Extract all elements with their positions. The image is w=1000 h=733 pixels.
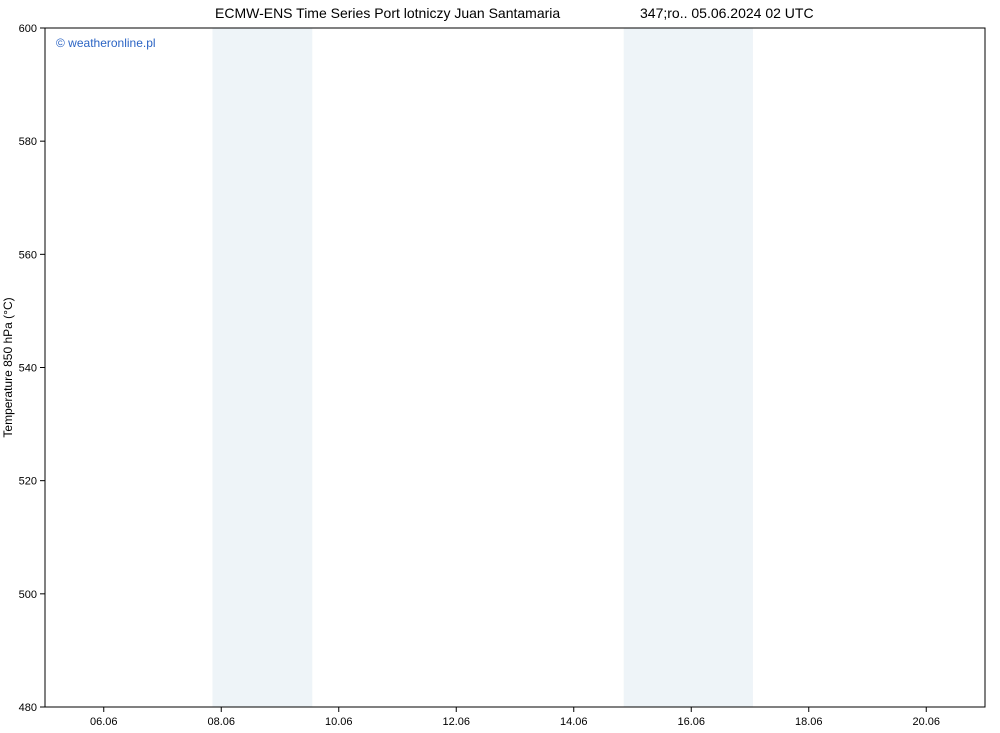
- y-tick-label: 500: [19, 589, 37, 601]
- y-axis-label: Temperature 850 hPa (°C): [1, 297, 15, 437]
- weekend-band: [212, 28, 312, 707]
- temperature-chart: 480 500 520 540 560 580 600 06.06 08.06 10.06 12.0…: [0, 0, 1000, 733]
- y-tick-label: 540: [19, 363, 37, 375]
- y-tick-label: 520: [19, 476, 37, 488]
- chart-container: 480 500 520 540 560 580 600 06.06 08.06 10.06 12.0…: [0, 0, 1000, 733]
- y-tick-label: 580: [19, 136, 37, 148]
- y-tick-label: 560: [19, 249, 37, 261]
- weekend-band: [624, 28, 753, 707]
- x-tick-label: 18.06: [795, 716, 823, 728]
- x-tick-label: 20.06: [912, 716, 940, 728]
- y-tick-label: 600: [19, 23, 37, 35]
- x-tick-label: 06.06: [90, 716, 118, 728]
- x-tick-label: 12.06: [442, 716, 470, 728]
- x-tick-label: 08.06: [207, 716, 235, 728]
- x-tick-label: 14.06: [560, 716, 588, 728]
- chart-title-left: ECMW-ENS Time Series Port lotniczy Juan …: [215, 5, 560, 21]
- x-tick-label: 10.06: [325, 716, 353, 728]
- x-tick-label: 16.06: [677, 716, 705, 728]
- watermark: © weatheronline.pl: [56, 36, 156, 50]
- chart-title-right: 347;ro.. 05.06.2024 02 UTC: [640, 5, 814, 21]
- chart-background: [0, 0, 1000, 733]
- y-tick-label: 480: [19, 702, 37, 714]
